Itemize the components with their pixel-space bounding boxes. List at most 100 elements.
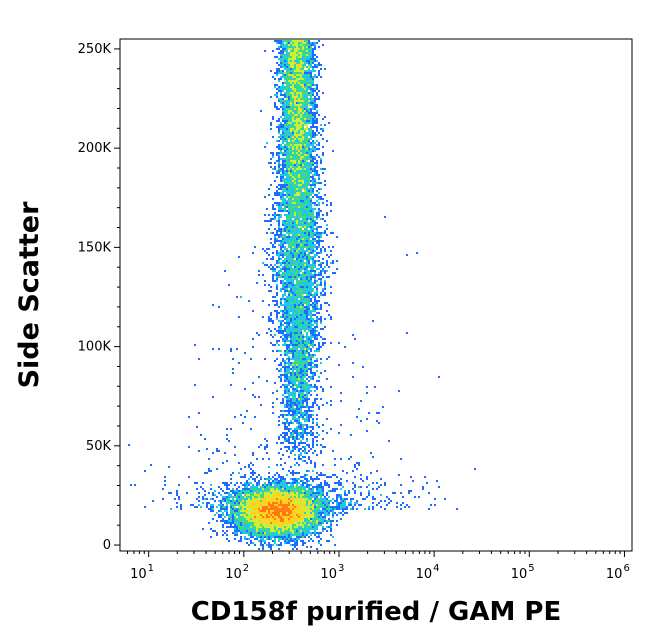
data-point [300,194,302,196]
data-point [230,502,232,504]
data-point [298,406,300,408]
data-point [298,370,300,372]
data-point [308,292,310,294]
data-point [326,522,328,524]
data-point [288,520,290,522]
data-point [274,532,276,534]
data-point [326,310,328,312]
data-point [324,116,326,118]
data-point [294,376,296,378]
data-point [280,194,282,196]
data-point [304,368,306,370]
data-point [270,492,272,494]
data-point [296,538,298,540]
data-point [296,108,298,110]
data-point [316,164,318,166]
data-point [316,492,318,494]
data-point [314,280,316,282]
data-point [286,512,288,514]
data-point [282,40,284,42]
data-point [260,540,262,542]
data-point [308,530,310,532]
data-point [254,486,256,488]
data-point [286,138,288,140]
data-point [318,188,320,190]
data-point [286,414,288,416]
data-point [300,72,302,74]
data-point [276,482,278,484]
data-point [312,438,314,440]
data-point [300,90,302,92]
data-point [276,192,278,194]
data-point [304,80,306,82]
data-point [292,74,294,76]
data-point [274,328,276,330]
data-point [300,328,302,330]
data-point [306,326,308,328]
data-point [254,508,256,510]
data-point [304,200,306,202]
data-point [294,322,296,324]
data-point [288,300,290,302]
data-point [302,248,304,250]
data-point [308,232,310,234]
data-point [268,528,270,530]
data-point [322,506,324,508]
data-point [282,320,284,322]
data-point [296,192,298,194]
data-point [292,250,294,252]
data-point [288,406,290,408]
data-point [308,50,310,52]
data-point [292,60,294,62]
data-point [246,498,248,500]
data-point [292,386,294,388]
data-point [280,178,282,180]
data-point [286,434,288,436]
data-point [296,524,298,526]
data-point [230,504,232,506]
data-point [294,404,296,406]
data-point [316,528,318,530]
data-point [272,520,274,522]
data-point [298,88,300,90]
data-point [286,136,288,138]
data-point [286,116,288,118]
data-point [294,534,296,536]
data-point [276,232,278,234]
data-point [290,68,292,70]
data-point [240,504,242,506]
data-point [300,222,302,224]
data-point [286,496,288,498]
data-point [322,518,324,520]
data-point [284,318,286,320]
data-point [290,196,292,198]
data-point [296,84,298,86]
data-point [310,114,312,116]
data-point [292,240,294,242]
data-point [316,422,318,424]
data-point [244,524,246,526]
data-point [324,518,326,520]
data-point [258,490,260,492]
data-point [290,192,292,194]
data-point [304,118,306,120]
data-point [318,238,320,240]
data-point [318,196,320,198]
data-point [306,72,308,74]
data-point [294,304,296,306]
data-point [286,64,288,66]
data-point [228,496,230,498]
data-point [288,314,290,316]
data-point [232,492,234,494]
data-point [266,488,268,490]
data-point [310,150,312,152]
data-point [288,524,290,526]
data-point [306,360,308,362]
data-point [290,264,292,266]
data-point [316,42,318,44]
data-point [310,128,312,130]
data-point [214,494,216,496]
data-point [298,516,300,518]
data-point [282,538,284,540]
data-point [294,330,296,332]
